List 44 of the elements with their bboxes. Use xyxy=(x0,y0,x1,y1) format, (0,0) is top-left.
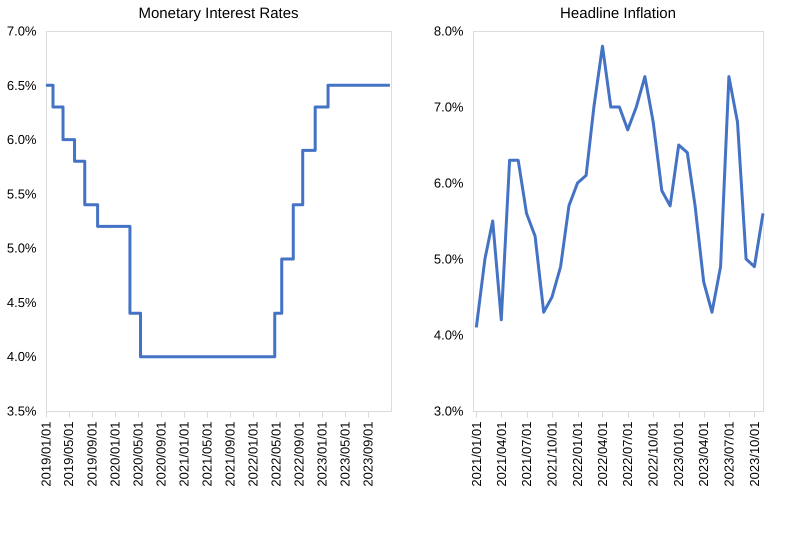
x-tick-label: 2021/04/01 xyxy=(494,422,509,487)
x-tick-label: 2023/05/01 xyxy=(337,422,352,487)
x-tick-label: 2022/10/01 xyxy=(646,422,661,487)
x-tick-label: 2023/01/01 xyxy=(314,422,330,487)
x-tick-label: 2022/01/01 xyxy=(570,422,586,487)
y-tick-label: 4.5% xyxy=(6,294,37,310)
y-tick-label: 4.0% xyxy=(434,328,464,342)
x-tick-label: 2022/04/01 xyxy=(594,422,610,487)
x-tick-label: 2021/10/01 xyxy=(544,422,560,487)
x-tick-label: 2019/01/01 xyxy=(38,422,54,487)
x-tick-label: 2021/01/01 xyxy=(468,422,484,487)
x-tick-label: 2020/01/01 xyxy=(108,422,122,487)
y-tick-label: 5.0% xyxy=(6,240,37,256)
x-tick-label: 2022/05/01 xyxy=(268,422,284,487)
chart-title: Monetary Interest Rates xyxy=(138,5,299,22)
y-tick-label: 5.5% xyxy=(6,186,37,202)
y-tick-label: 6.0% xyxy=(434,176,464,190)
line-series xyxy=(474,44,764,329)
y-tick-label: 6.0% xyxy=(6,132,37,148)
x-tick-label: 2020/09/01 xyxy=(154,422,169,487)
y-tick-label: 5.0% xyxy=(434,252,464,266)
y-tick-label: 7.0% xyxy=(6,24,37,38)
x-tick-label: 2021/05/01 xyxy=(199,422,214,487)
x-tick-label: 2022/07/01 xyxy=(620,422,636,487)
y-tick-label: 7.0% xyxy=(434,100,464,114)
x-tick-label: 2019/05/01 xyxy=(61,422,76,487)
y-tick-label: 3.0% xyxy=(434,404,464,418)
x-tick-label: 2023/09/01 xyxy=(360,422,376,487)
x-tick-label: 2023/07/01 xyxy=(721,422,736,487)
x-tick-label: 2020/05/01 xyxy=(130,422,146,487)
y-tick-label: 6.5% xyxy=(6,78,37,93)
y-tick-label: 4.0% xyxy=(6,349,37,364)
y-tick-label: 8.0% xyxy=(434,24,464,38)
x-tick-label: 2023/04/01 xyxy=(696,422,712,487)
y-tick-label: 3.5% xyxy=(6,404,37,418)
x-tick-label: 2019/09/01 xyxy=(84,422,100,487)
x-tick-label: 2023/10/01 xyxy=(746,422,762,487)
x-tick-label: 2021/09/01 xyxy=(222,422,238,487)
x-tick-label: 2022/09/01 xyxy=(292,422,307,487)
x-tick-label: 2022/01/01 xyxy=(246,422,261,487)
x-tick-label: 2021/01/01 xyxy=(176,422,192,487)
chart-title: Headline Inflation xyxy=(560,5,676,22)
x-tick-label: 2023/01/01 xyxy=(671,422,686,487)
x-tick-label: 2021/07/01 xyxy=(519,422,534,487)
